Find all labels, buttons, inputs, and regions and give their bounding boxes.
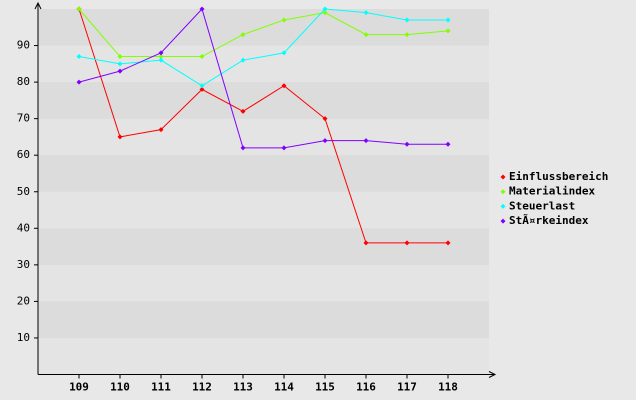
marker [240, 32, 246, 38]
line [78, 8, 449, 58]
y-tick-label: 30 [17, 258, 30, 271]
marker [404, 17, 410, 23]
x-tick-label: 114 [274, 381, 294, 394]
grid-band [38, 118, 489, 156]
line [78, 8, 448, 149]
x-tick-label: 113 [233, 381, 253, 394]
marker [404, 32, 410, 38]
x-tick-label: 110 [110, 381, 130, 394]
marker [281, 50, 287, 56]
marker [240, 108, 246, 114]
marker [445, 141, 451, 147]
legend-marker [500, 189, 506, 195]
marker [117, 68, 123, 74]
grid-band [38, 155, 489, 192]
grid-band [38, 264, 489, 302]
marker [76, 54, 82, 60]
grid-band [38, 301, 489, 338]
x-tick-label: 118 [438, 381, 458, 394]
marker [363, 10, 369, 16]
marker [322, 10, 328, 16]
marker [322, 116, 328, 122]
marker [158, 50, 164, 56]
legend-marker [500, 218, 506, 224]
y-tick-label: 90 [17, 39, 30, 52]
marker [158, 57, 164, 63]
marker [363, 240, 369, 246]
marker [404, 141, 410, 147]
legend-label: StÃ¤rkeindex [509, 214, 589, 227]
x-tick-label: 111 [151, 381, 171, 394]
marker [363, 32, 369, 38]
marker [445, 28, 451, 34]
marker [322, 6, 328, 12]
grid-band [38, 45, 489, 83]
marker [281, 17, 287, 23]
marker [76, 79, 82, 85]
y-tick-label: 80 [17, 75, 30, 88]
legend-label: Steuerlast [509, 199, 575, 212]
marker [240, 145, 246, 151]
legend-label: Materialindex [509, 185, 595, 198]
marker [158, 127, 164, 133]
grid-band [38, 191, 489, 229]
x-tick-label: 117 [397, 381, 417, 394]
legend-label: Einflussbereich [509, 170, 608, 183]
grid-band [38, 82, 489, 119]
marker [445, 17, 451, 23]
marker [363, 138, 369, 144]
grid-band [38, 337, 489, 375]
marker [117, 54, 123, 60]
marker [199, 54, 205, 60]
y-tick-label: 70 [17, 112, 30, 125]
y-tick-label: 50 [17, 185, 30, 198]
marker [281, 145, 287, 151]
marker [240, 57, 246, 63]
marker [281, 83, 287, 89]
marker [76, 6, 82, 12]
legend-marker [500, 174, 506, 180]
marker [117, 134, 123, 140]
y-tick-label: 20 [17, 294, 30, 307]
line [78, 8, 448, 244]
marker [199, 86, 205, 92]
marker [322, 138, 328, 144]
y-axis-arrow [34, 1, 42, 10]
grid-band [38, 228, 489, 265]
marker [117, 61, 123, 67]
x-tick-label: 116 [356, 381, 376, 394]
y-tick-label: 60 [17, 148, 30, 161]
marker [404, 240, 410, 246]
y-tick-label: 40 [17, 221, 30, 234]
marker [199, 83, 205, 89]
marker [199, 6, 205, 12]
x-axis-arrow [488, 371, 497, 378]
y-tick-label: 10 [17, 331, 30, 344]
legend-marker [500, 203, 506, 209]
x-tick-label: 112 [192, 381, 212, 394]
x-tick-label: 115 [315, 381, 335, 394]
marker [158, 54, 164, 60]
marker [445, 240, 451, 246]
x-tick-label: 109 [69, 381, 89, 394]
